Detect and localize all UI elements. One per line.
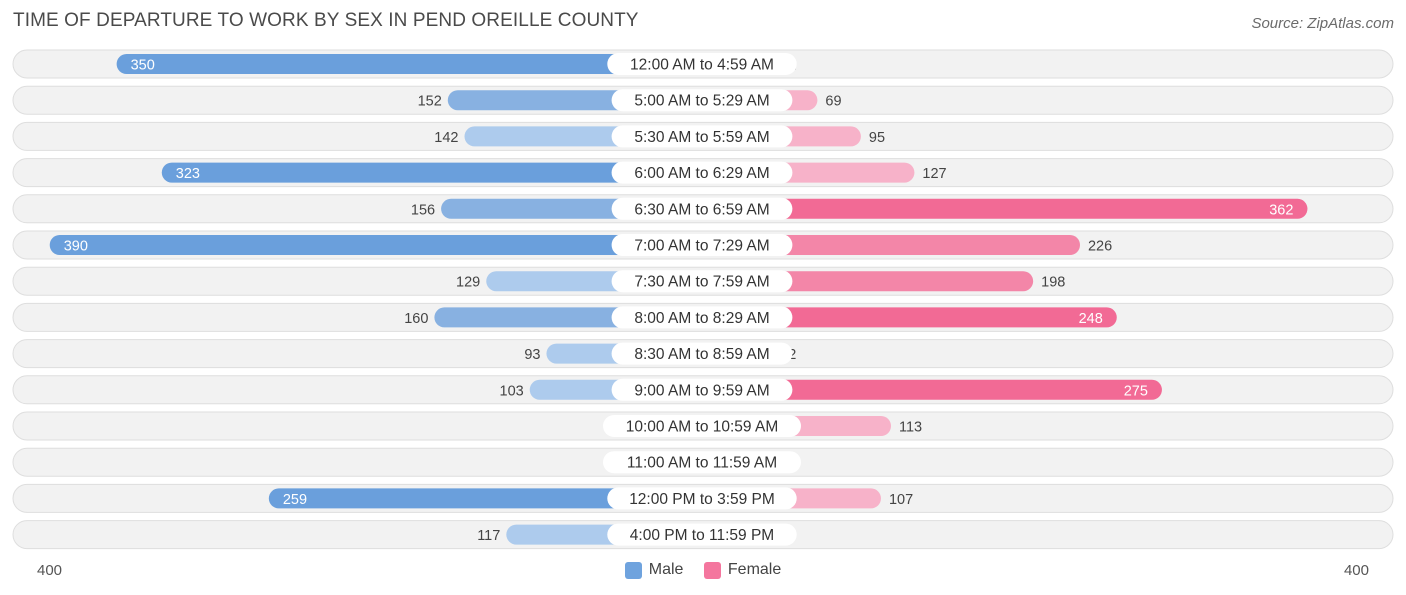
source-label: Source: ZipAtlas.com	[1251, 15, 1394, 32]
category-pill	[611, 234, 793, 256]
value-label-male: 390	[64, 239, 88, 255]
value-label-male: 103	[500, 383, 524, 399]
category-pill	[611, 161, 793, 184]
category-pill	[611, 306, 793, 329]
value-label-female: 127	[922, 166, 946, 182]
value-label-male: 152	[418, 94, 442, 110]
category-label: 7:00 AM to 7:29 AM	[634, 238, 769, 255]
chart-row: 103 275 9:00 AM to 9:59 AM	[12, 375, 1394, 405]
category-label: 6:00 AM to 6:29 AM	[634, 165, 769, 182]
chart-row: 323 127 6:00 AM to 6:29 AM	[12, 158, 1394, 188]
legend-swatch-female	[703, 561, 721, 579]
chart-row: 156 362 6:30 AM to 6:59 AM	[12, 194, 1394, 224]
chart-row: 142 95 5:30 AM to 5:59 AM	[12, 121, 1394, 151]
bar-male	[49, 235, 712, 255]
category-pill	[607, 523, 797, 546]
category-label: 4:00 PM to 11:59 PM	[630, 527, 774, 544]
value-label-male: 117	[477, 528, 500, 544]
value-label-male: 323	[176, 166, 200, 182]
category-pill	[611, 89, 793, 112]
chart-row: 117144:00 PM to 11:59 PM	[12, 520, 1394, 550]
category-label: 8:00 AM to 8:29 AM	[634, 310, 769, 327]
category-pill	[603, 451, 801, 474]
value-label-male: 259	[283, 492, 307, 508]
value-label-male: 156	[411, 202, 435, 218]
value-label-female: 226	[1088, 239, 1112, 255]
chart-area: 3504212:00 AM to 4:59 AM 152 69 5:00 AM to …	[12, 49, 1394, 550]
value-label-female: 69	[825, 94, 841, 110]
value-label-male: 142	[434, 130, 458, 146]
value-label-female: 107	[889, 492, 913, 508]
chart-row: 93428:30 AM to 8:59 AM	[12, 339, 1394, 369]
category-pill	[611, 270, 793, 293]
value-label-female: 198	[1041, 275, 1065, 291]
value-label-male: 350	[131, 58, 155, 74]
bar-male	[161, 162, 712, 183]
category-pill	[611, 125, 793, 148]
bar-female	[692, 379, 1162, 400]
value-label-female: 113	[899, 420, 922, 436]
category-pill	[607, 53, 797, 75]
category-label: 11:00 AM to 11:59 AM	[627, 455, 777, 472]
legend-swatch-male	[624, 561, 642, 579]
chart-row: 259 107 12:00 PM to 3:59 PM	[12, 483, 1394, 513]
legend: Male Female	[0, 561, 1406, 584]
axis-label-right: 400	[1343, 562, 1369, 579]
value-label-female: 362	[1269, 202, 1293, 218]
bar-female	[692, 198, 1308, 219]
category-pill	[603, 415, 801, 437]
axis-label-left: 400	[37, 562, 63, 579]
category-label: 5:30 AM to 5:59 AM	[634, 129, 769, 146]
chart-row: 390 226 7:00 AM to 7:29 AM	[12, 230, 1394, 260]
chart-row: 152 69 5:00 AM to 5:29 AM	[12, 85, 1394, 115]
category-label: 12:00 PM to 3:59 PM	[629, 491, 775, 508]
category-pill	[611, 197, 793, 220]
bar-male	[116, 54, 712, 74]
value-label-female: 248	[1079, 311, 1103, 327]
legend-label-male: Male	[648, 561, 684, 578]
chart-row: 8911:00 AM to 11:59 AM	[12, 447, 1394, 477]
category-pill	[611, 342, 793, 365]
chart-title: TIME OF DEPARTURE TO WORK BY SEX IN PEND…	[13, 10, 639, 31]
category-label: 6:30 AM to 6:59 AM	[634, 201, 769, 218]
category-label: 12:00 AM to 4:59 AM	[630, 57, 774, 74]
value-label-male: 93	[524, 347, 540, 363]
chart-row: 129 198 7:30 AM to 7:59 AM	[12, 266, 1394, 296]
category-pill	[607, 487, 797, 510]
value-label-female: 275	[1124, 383, 1148, 399]
value-label-male: 160	[404, 311, 428, 327]
category-label: 9:00 AM to 9:59 AM	[634, 382, 769, 399]
value-label-male: 129	[456, 275, 480, 291]
legend-label-female: Female	[727, 561, 782, 578]
chart-row: 3504212:00 AM to 4:59 AM	[12, 49, 1394, 79]
legend-item-male: Male	[624, 561, 684, 579]
category-label: 7:30 AM to 7:59 AM	[634, 274, 769, 291]
legend-item-female: Female	[703, 561, 782, 579]
chart-row: 160 248 8:00 AM to 8:29 AM	[12, 302, 1394, 332]
chart-row: 811310:00 AM to 10:59 AM	[12, 411, 1394, 441]
bar-female	[692, 307, 1117, 328]
category-label: 5:00 AM to 5:29 AM	[634, 93, 769, 110]
value-label-female: 95	[869, 130, 885, 146]
bar-male	[268, 488, 712, 509]
category-label: 10:00 AM to 10:59 AM	[626, 419, 779, 436]
category-pill	[611, 378, 793, 401]
category-label: 8:30 AM to 8:59 AM	[634, 346, 769, 363]
